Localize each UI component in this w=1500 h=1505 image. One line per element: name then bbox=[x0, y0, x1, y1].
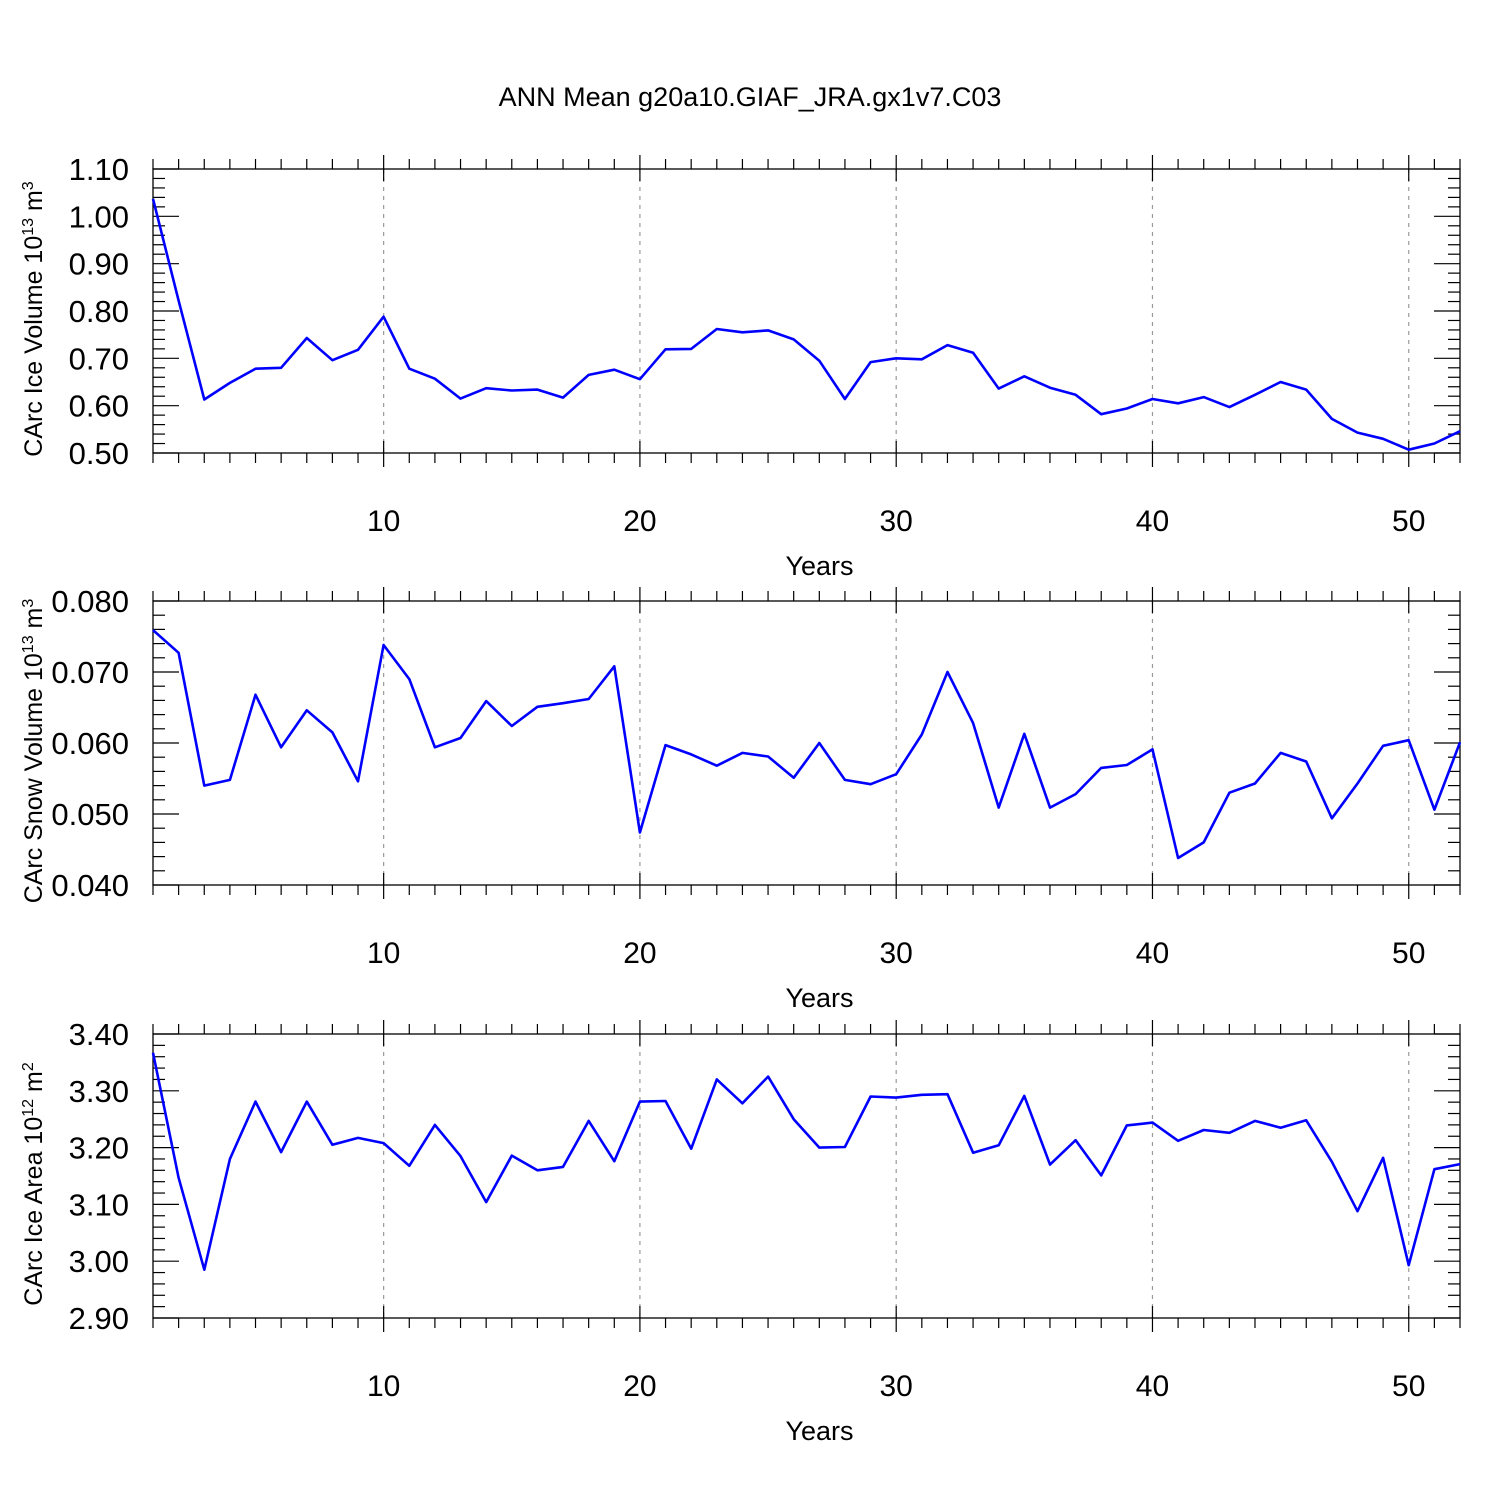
data-series-line bbox=[151, 198, 1461, 452]
y-tick-label: 3.20 bbox=[69, 1131, 129, 1166]
y-tick-label: 0.070 bbox=[51, 655, 129, 690]
y-axis-label-text: m bbox=[20, 190, 48, 218]
x-tick-label: 10 bbox=[367, 1370, 400, 1403]
x-tick-label: 30 bbox=[880, 505, 913, 538]
chart-title: ANN Mean g20a10.GIAF_JRA.gx1v7.C03 bbox=[499, 82, 1002, 112]
y-axis-label: CArc Ice Area 1012 m2 bbox=[20, 1062, 48, 1306]
x-tick-label: 10 bbox=[367, 937, 400, 970]
chart-panel-3: 10 20 30 40 50 Years 2.90 3.00 3.10 3.20 3.30 3.40 C… bbox=[20, 1017, 1461, 1446]
chart-panel-2: 10 20 30 40 50 Years 0.040 0.050 0.060 0.070 0.080… bbox=[20, 584, 1462, 1013]
data-series-line bbox=[151, 1052, 1461, 1271]
plot-frame bbox=[152, 1033, 1461, 1319]
x-tick-label: 30 bbox=[880, 1370, 913, 1403]
chart-panel-1: 10 20 30 40 50 Years 0.50 0.60 0.70 0.80 0.90 1.00 1… bbox=[20, 152, 1461, 581]
y-axis-label-text: CArc Snow Volume 10 bbox=[20, 653, 48, 903]
x-tick-label: 50 bbox=[1392, 505, 1425, 538]
plot-frame bbox=[152, 600, 1461, 886]
y-tick-label: 3.10 bbox=[69, 1187, 129, 1222]
x-tick-label: 10 bbox=[367, 505, 400, 538]
x-tick-label: 50 bbox=[1392, 1370, 1425, 1403]
y-tick-label: 0.080 bbox=[51, 584, 129, 619]
y-tick-label: 3.40 bbox=[69, 1017, 129, 1052]
y-axis-label-superscript: 13 bbox=[20, 635, 37, 653]
x-tick-label: 20 bbox=[623, 505, 656, 538]
x-tick-label: 30 bbox=[880, 937, 913, 970]
y-tick-label: 2.90 bbox=[69, 1301, 129, 1336]
y-tick-label: 0.060 bbox=[51, 726, 129, 761]
y-tick-label: 0.050 bbox=[51, 797, 129, 832]
y-axis-label-text: CArc Ice Volume 10 bbox=[20, 236, 48, 457]
x-tick-label: 40 bbox=[1136, 505, 1169, 538]
x-tick-label: 20 bbox=[623, 1370, 656, 1403]
y-axis-label-superscript: 3 bbox=[20, 599, 37, 608]
y-axis-label-superscript: 13 bbox=[20, 218, 37, 236]
x-axis-label: Years bbox=[785, 551, 853, 581]
y-axis-label-superscript: 2 bbox=[20, 1062, 37, 1071]
data-series-line bbox=[152, 629, 1462, 860]
y-axis-label-text: CArc Ice Area 10 bbox=[20, 1117, 48, 1306]
y-tick-label: 0.60 bbox=[69, 389, 129, 424]
y-axis-label: CArc Ice Volume 1013 m3 bbox=[20, 181, 48, 457]
y-tick-label: 0.50 bbox=[69, 436, 129, 471]
y-tick-label: 0.70 bbox=[69, 341, 129, 376]
x-tick-label: 20 bbox=[623, 937, 656, 970]
x-tick-label: 40 bbox=[1136, 1370, 1169, 1403]
y-tick-label: 0.80 bbox=[69, 294, 129, 329]
y-axis-label-superscript: 12 bbox=[20, 1099, 37, 1117]
y-axis-label: CArc Snow Volume 1013 m3 bbox=[20, 599, 48, 904]
y-axis-label-superscript: 3 bbox=[20, 181, 37, 190]
y-axis-label-text: m bbox=[20, 608, 48, 636]
x-tick-label: 50 bbox=[1392, 937, 1425, 970]
y-tick-label: 3.00 bbox=[69, 1244, 129, 1279]
y-tick-label: 1.10 bbox=[69, 152, 129, 187]
x-axis-label: Years bbox=[785, 983, 853, 1013]
y-tick-label: 3.30 bbox=[69, 1074, 129, 1109]
x-tick-label: 40 bbox=[1136, 937, 1169, 970]
x-axis-label: Years bbox=[785, 1416, 853, 1446]
y-tick-label: 1.00 bbox=[69, 199, 129, 234]
y-tick-label: 0.040 bbox=[51, 868, 129, 903]
plot-frame bbox=[152, 168, 1461, 454]
y-axis-label-text: m bbox=[20, 1071, 48, 1099]
y-tick-label: 0.90 bbox=[69, 247, 129, 282]
